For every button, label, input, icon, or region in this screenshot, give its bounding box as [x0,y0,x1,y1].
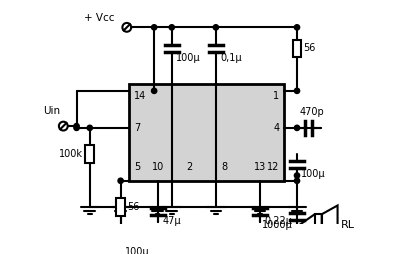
Text: 5: 5 [134,162,140,172]
Text: RL: RL [341,220,355,230]
Text: 100μ: 100μ [125,247,150,254]
Text: 470p: 470p [300,107,324,117]
Circle shape [152,88,157,93]
Text: 13: 13 [254,162,266,172]
Circle shape [74,123,79,129]
Text: 10: 10 [152,162,164,172]
Text: 47μ: 47μ [162,216,181,226]
Text: 1000μ: 1000μ [262,220,292,230]
Circle shape [213,25,218,30]
Text: 7: 7 [134,123,140,133]
Text: 12: 12 [267,162,279,172]
Circle shape [294,173,300,178]
Circle shape [118,178,123,183]
Circle shape [294,25,300,30]
Bar [130,84,284,181]
Circle shape [74,125,79,131]
Circle shape [169,25,174,30]
Text: Uin: Uin [43,106,60,116]
Bar [315,214,322,227]
Text: 100μ: 100μ [302,169,326,179]
Text: 0,22μ: 0,22μ [264,216,292,226]
Circle shape [294,125,300,131]
Circle shape [87,125,92,131]
Circle shape [152,25,157,30]
Bar [292,40,302,57]
Text: 2: 2 [186,162,192,172]
Text: 8: 8 [222,162,228,172]
Text: 100μ: 100μ [176,53,201,63]
Circle shape [294,88,300,93]
Text: 4: 4 [273,123,279,133]
Bar [85,146,94,163]
Text: + Vcc: + Vcc [84,13,114,23]
Text: 0,1μ: 0,1μ [220,53,242,63]
Text: 14: 14 [134,91,146,101]
Circle shape [294,178,300,183]
Bar [116,198,125,216]
Text: 56: 56 [127,202,139,212]
Text: 1: 1 [273,91,279,101]
Text: 56: 56 [303,43,316,54]
Text: 100k: 100k [59,149,83,159]
